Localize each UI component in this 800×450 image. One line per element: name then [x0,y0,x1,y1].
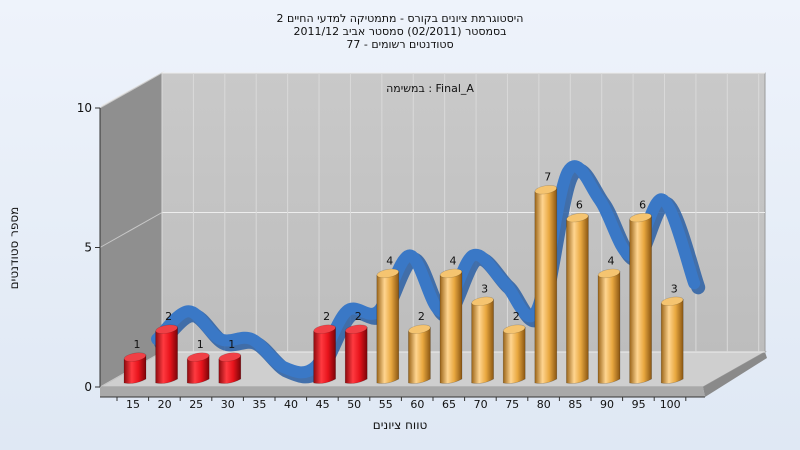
x-tick-label: 80 [537,398,551,411]
bar [186,354,210,384]
y-tick-label: 0 [84,380,92,394]
x-tick-label: 25 [189,398,203,411]
gridline-side [99,72,163,109]
bar-top [471,296,494,306]
y-tick-label: 10 [77,101,92,115]
bar [376,271,400,384]
x-tick-label: 35 [252,398,266,411]
gridline-side [99,212,163,248]
bar-top [629,212,652,223]
bar [597,271,621,384]
x-tick-label: 90 [600,398,614,411]
bar [660,298,684,384]
data-label: 2 [165,310,172,323]
chart-title-line-3: סטודנטים רשומים - 77 [346,38,454,51]
bar-top [597,268,621,279]
chart-title-line-1: היסטוגרמת ציונים בקורס - מתמטיקה למדעי ה… [276,12,524,25]
x-tick-label: 45 [316,398,330,411]
bar [408,326,431,384]
data-label: 2 [355,310,362,323]
data-label: 2 [418,310,425,323]
bar [218,354,242,384]
bar-top [503,324,526,334]
data-label: 3 [481,282,488,295]
bar-top [123,352,147,362]
data-label: 3 [671,282,678,295]
x-axis-title: טווח ציונים [372,418,428,432]
bar-top [345,324,368,334]
x-tick-label: 55 [379,398,393,411]
floor-front-edge [100,387,705,397]
bar-top [408,324,431,334]
data-label: 6 [639,199,646,212]
x-tick-label: 15 [126,398,140,411]
chart-annotation: Final_A : במשימה [386,82,474,95]
bar [439,271,463,384]
bar-top [439,268,463,279]
bar-top [376,268,399,279]
data-label: 2 [323,310,330,323]
x-tick-label: 30 [221,398,235,411]
data-label: 4 [386,254,393,267]
data-label: 1 [197,338,204,351]
x-tick-label: 40 [284,398,298,411]
chart-title-line-2: בסמסטר (02/2011) סמסטר אביב 2011/12 [293,25,507,38]
x-tick-label: 100 [660,398,681,411]
y-tick-label: 5 [84,241,92,255]
bar-top [313,324,336,334]
x-tick-label: 65 [442,398,456,411]
x-tick-label: 75 [505,398,519,411]
bar-top [218,352,241,362]
data-label: 1 [134,338,141,351]
bar [123,354,147,384]
y-axis-title: מספר סטודנטים [7,206,21,290]
data-label: 2 [513,310,520,323]
bar [629,215,652,384]
x-tick-label: 50 [347,398,361,411]
x-tick-label: 20 [158,398,172,411]
bar [313,326,336,384]
x-tick-label: 85 [568,398,582,411]
bar-top [566,212,589,223]
data-label: 7 [544,171,551,184]
bar [566,215,589,384]
bar-top [534,185,557,195]
data-label: 6 [576,199,583,212]
x-tick-label: 60 [410,398,424,411]
data-label: 1 [228,338,235,351]
x-tick-label: 95 [632,398,646,411]
bar [534,187,558,384]
data-label: 4 [450,254,457,267]
bar [502,326,526,384]
bar-top [155,324,178,334]
bar [344,326,368,384]
bar-top [661,296,684,306]
x-tick-label: 70 [474,398,488,411]
bar-top [187,352,210,362]
floor-edge [703,352,767,397]
bar [471,298,494,384]
data-label: 4 [608,254,615,267]
bar [155,326,178,384]
